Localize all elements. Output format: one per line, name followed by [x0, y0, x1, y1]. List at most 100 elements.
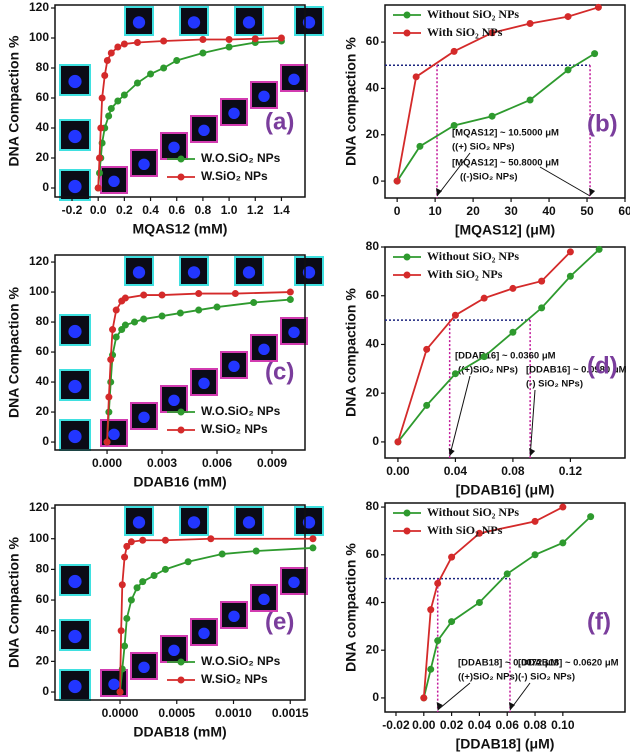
- legend-label: Without SiO₂ NPs: [427, 7, 519, 21]
- thumbnail-blob: [258, 90, 270, 103]
- data-point: [448, 618, 456, 626]
- legend-label: W.SiO₂ NPs: [201, 422, 268, 436]
- data-point: [173, 57, 181, 64]
- y-tick-label: 40: [36, 374, 50, 388]
- data-point: [147, 70, 155, 78]
- data-point: [566, 272, 574, 280]
- y-axis-title: DNA compaction %: [343, 288, 359, 417]
- y-axis-title: DNA Compaction %: [6, 536, 22, 667]
- y-tick-label: 20: [36, 404, 50, 418]
- x-tick-label: 0.08: [501, 464, 525, 478]
- legend-label: W.SiO₂ NPs: [201, 672, 268, 686]
- data-point: [309, 535, 317, 543]
- thumbnail-blob: [108, 428, 120, 441]
- thumbnail: [250, 81, 278, 109]
- thumbnail-blob: [168, 141, 180, 154]
- data-point: [96, 154, 104, 162]
- x-tick-label: 0.4: [142, 203, 159, 217]
- data-point: [509, 328, 517, 336]
- legend-marker: [403, 29, 411, 37]
- panel-label: (b): [587, 110, 618, 137]
- thumbnail-blob: [198, 124, 210, 137]
- data-point: [526, 96, 534, 104]
- data-point: [105, 112, 113, 120]
- y-tick-label: 20: [36, 150, 50, 164]
- data-point: [112, 306, 120, 314]
- thumbnail-blob: [242, 516, 256, 529]
- data-point: [114, 97, 122, 105]
- data-point: [127, 538, 135, 546]
- data-point: [277, 34, 285, 42]
- y-tick-label: 0: [42, 180, 49, 194]
- x-tick-label: 0.6: [168, 203, 185, 217]
- x-tick-label: 0.8: [195, 203, 212, 217]
- data-point: [131, 318, 139, 326]
- y-tick-label: 0: [42, 684, 49, 698]
- thumbnail: [190, 618, 218, 646]
- x-tick-label: 0.12: [559, 464, 583, 478]
- data-point: [225, 36, 233, 43]
- data-point: [427, 665, 435, 673]
- data-point: [109, 326, 117, 334]
- arrow-head: [509, 702, 516, 710]
- data-point: [133, 79, 141, 87]
- data-point: [480, 353, 488, 361]
- x-axis-title: MQAS12 (mM): [133, 221, 228, 237]
- annotation: [DDAB16] ~ 0.0980 μM: [526, 365, 627, 376]
- x-tick-label: 0.08: [523, 718, 547, 732]
- thumbnail-blob: [68, 324, 82, 339]
- data-point: [416, 142, 424, 150]
- data-point: [587, 513, 595, 521]
- x-tick-label: 0.2: [116, 203, 133, 217]
- data-point: [595, 245, 603, 253]
- y-axis-title: DNA compaction %: [343, 37, 359, 166]
- thumbnail-blob: [108, 678, 120, 691]
- thumbnail-blob: [187, 16, 201, 29]
- legend-marker: [403, 527, 411, 535]
- x-tick-label: 0.06: [496, 718, 520, 732]
- data-point: [195, 306, 203, 314]
- y-tick-label: 40: [36, 623, 50, 637]
- thumbnail-blob: [138, 411, 150, 424]
- data-point: [427, 606, 435, 614]
- y-tick-label: 40: [366, 595, 380, 609]
- y-tick-label: 60: [36, 592, 50, 606]
- data-point: [475, 598, 483, 606]
- y-tick-label: 0: [372, 173, 379, 187]
- annotation: [MQAS12] ~ 10.5000 μM: [452, 128, 559, 139]
- panel-label: (c): [265, 358, 294, 385]
- annotation: ((-)SiO₂ NPs): [460, 172, 518, 183]
- thumbnail-blob: [132, 266, 146, 279]
- y-tick-label: 40: [366, 337, 380, 351]
- thumbnail: [250, 584, 278, 612]
- data-point: [309, 544, 317, 552]
- x-tick-label: 0: [394, 204, 401, 218]
- x-tick-label: 1.4: [273, 203, 290, 217]
- data-point: [114, 43, 122, 51]
- data-point: [107, 356, 115, 364]
- x-tick-label: 30: [504, 204, 518, 218]
- x-tick-label: 0.0015: [272, 706, 309, 720]
- y-tick-label: 100: [29, 531, 49, 545]
- data-point: [591, 50, 599, 58]
- data-point: [480, 294, 488, 302]
- legend-label: With SiO₂ NPs: [427, 523, 503, 537]
- thumbnail-blob: [68, 379, 82, 394]
- x-tick-label: 0.00: [412, 718, 436, 732]
- annotation: [DDAB18] ~ 0.0620 μM: [518, 658, 619, 669]
- legend-marker: [177, 658, 185, 666]
- data-point: [509, 284, 517, 292]
- thumbnail-blob: [242, 266, 256, 279]
- data-point: [488, 29, 496, 37]
- thumbnail-blob: [68, 429, 82, 444]
- thumbnail-blob: [302, 516, 316, 529]
- arrow: [449, 375, 471, 457]
- thumbnail-blob: [108, 175, 120, 188]
- y-tick-label: 0: [372, 690, 379, 704]
- x-tick-label: 0.0: [90, 203, 107, 217]
- x-tick-label: 0.003: [147, 456, 177, 470]
- x-tick-label: 0.0005: [158, 706, 195, 720]
- annotation: (-) SiO₂ NPs): [526, 379, 583, 390]
- thumbnail-blob: [288, 576, 300, 589]
- series-line: [97, 40, 282, 189]
